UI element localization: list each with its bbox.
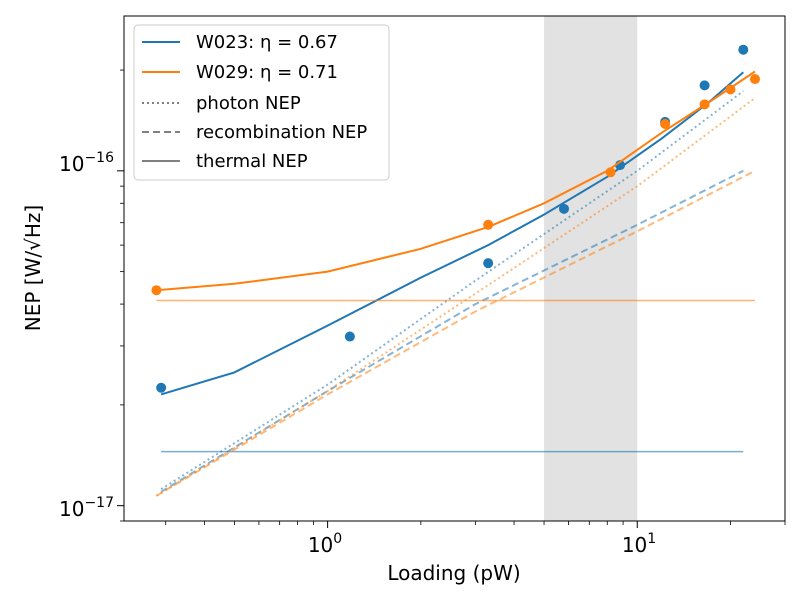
total-nep-fit-line-w023 — [160, 71, 744, 396]
data-point-w023 — [738, 44, 749, 55]
recombination-nep-line-w023 — [160, 169, 744, 493]
data-point-w023 — [344, 331, 355, 342]
shaded-band — [544, 16, 638, 521]
legend-label-w029: W029: η = 0.71 — [196, 62, 338, 83]
data-point-w029 — [483, 219, 494, 230]
legend-label-thermal: thermal NEP — [196, 151, 308, 172]
data-point-w029 — [660, 118, 671, 129]
legend-label-photon: photon NEP — [196, 93, 301, 114]
data-point-w023 — [699, 80, 710, 91]
data-point-w029 — [151, 285, 162, 296]
data-point-w029 — [749, 74, 760, 85]
photon-nep-line-w023 — [160, 90, 744, 491]
total-nep-fit-line-w029 — [156, 70, 756, 292]
plot-frame — [123, 15, 786, 522]
data-point-w029 — [725, 84, 736, 95]
recombination-nep-line-w029 — [155, 169, 756, 497]
data-point-w023 — [559, 203, 570, 214]
axis-ticks — [117, 69, 786, 528]
legend-frame — [133, 24, 390, 181]
x-tick-label-1: 101 — [622, 531, 656, 557]
legend-label-w023: W023: η = 0.67 — [196, 32, 338, 53]
data-point-w029 — [699, 99, 710, 110]
data-point-w029 — [605, 167, 616, 178]
x-tick-label-0: 100 — [308, 531, 342, 557]
y-tick-label-0: 10−17 — [59, 495, 114, 521]
data-point-w023 — [483, 258, 494, 269]
y-tick-label-1: 10−16 — [59, 150, 114, 176]
legend-label-recombination: recombination NEP — [196, 122, 367, 143]
x-axis-label: Loading (pW) — [387, 561, 520, 585]
photon-nep-line-w029 — [155, 97, 756, 497]
plot-layer — [151, 44, 760, 497]
data-point-w023 — [156, 382, 167, 393]
legend: W023: η = 0.67 W029: η = 0.71 photon NEP… — [133, 24, 390, 181]
y-axis-label: NEP [W/√Hz] — [21, 205, 45, 331]
